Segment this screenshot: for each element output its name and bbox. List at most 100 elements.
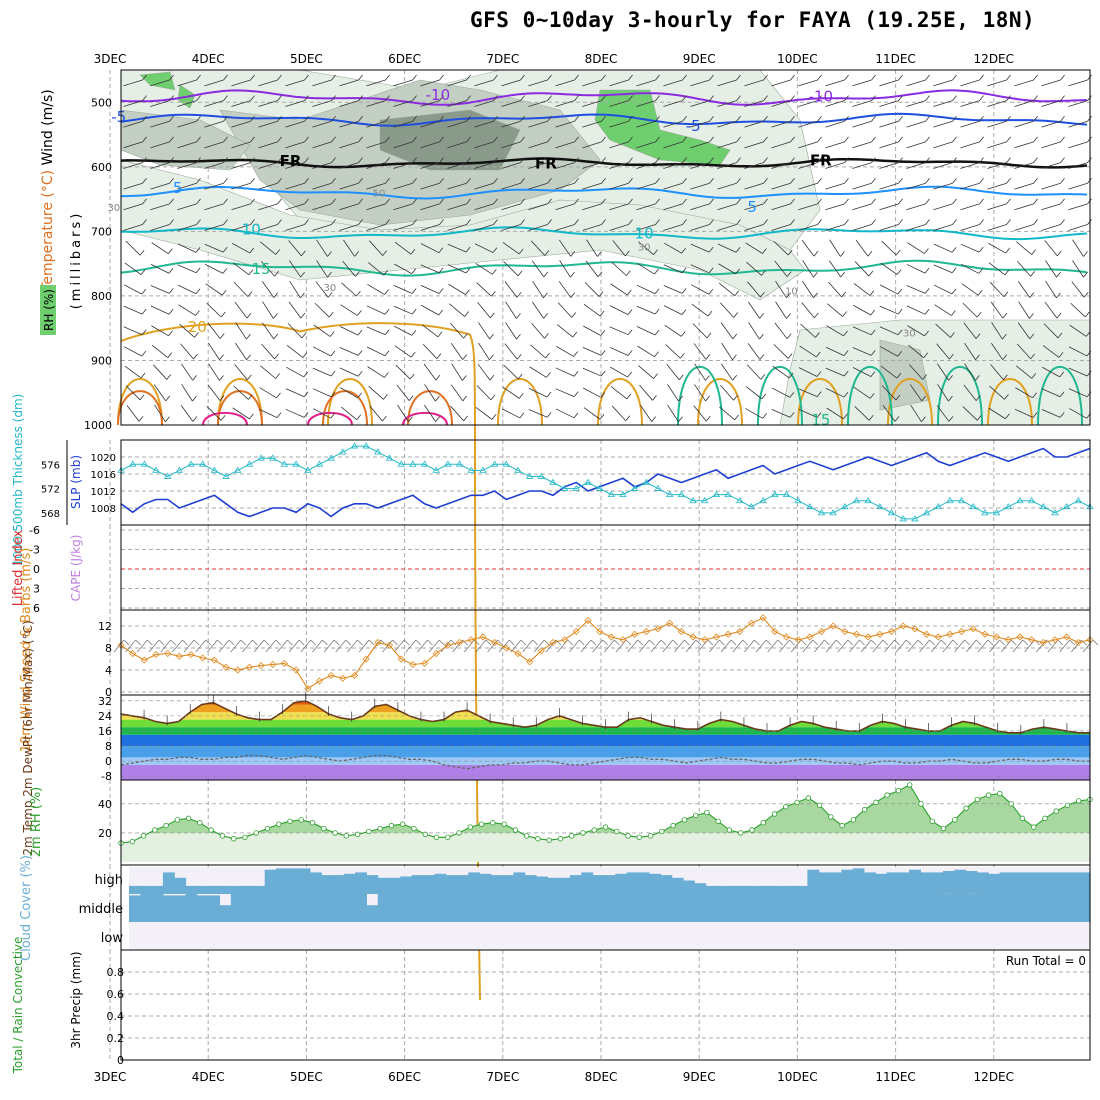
wind-barb	[505, 322, 517, 340]
wind-barb-flag	[813, 250, 819, 257]
wind-barb	[501, 224, 521, 231]
wind10m-barb-flag	[263, 639, 270, 646]
cloud-cell	[818, 872, 831, 894]
isotherm-20-loop	[797, 378, 843, 426]
wind-barb-flag	[709, 219, 714, 225]
wind-barb-flag	[435, 416, 440, 422]
cloud-cell	[909, 894, 921, 922]
wind-barb	[717, 243, 737, 253]
cloud-cell	[943, 894, 955, 922]
wind-barb-flag	[1060, 219, 1065, 225]
thickness-line-point	[269, 454, 277, 461]
wind-barb-flag	[382, 250, 387, 256]
wind10m-line-point	[677, 627, 685, 636]
wind10m-barb	[604, 639, 615, 653]
wind-barb-flag	[358, 95, 363, 101]
wind-barb	[771, 203, 791, 211]
wind-barb-flag	[168, 288, 174, 294]
wind-barb	[150, 141, 170, 149]
slp-tick-label: 1008	[91, 504, 116, 515]
wind-barb-flag	[925, 95, 930, 101]
li-tick-label: 6	[33, 602, 40, 615]
contour-label: -10	[809, 87, 834, 105]
wind-barb-flag	[141, 308, 147, 315]
thickness-line-point	[467, 466, 475, 473]
wind-barb	[852, 367, 872, 378]
wind10m-barb-flag	[217, 639, 223, 646]
wind-barb	[775, 280, 787, 299]
wind-barb-flag	[384, 309, 390, 315]
wind-barb-flag	[898, 219, 903, 225]
wind-barb-flag	[142, 136, 147, 143]
wind-barb-flag	[195, 247, 201, 253]
wind-barb-flag	[762, 248, 767, 254]
isotherm-5	[121, 185, 1088, 200]
wind10m-line-point	[456, 638, 464, 647]
wind10m-line-point	[432, 649, 440, 658]
wind10m-barb	[790, 639, 802, 653]
wind-barb-flag	[439, 95, 444, 101]
wind-barb	[1045, 260, 1057, 278]
wind-barb	[261, 281, 275, 298]
wind-barb	[474, 162, 494, 169]
wind10m-barb	[779, 639, 790, 653]
wind10m-line-point	[993, 633, 1001, 641]
rh2m-line-point	[1076, 798, 1082, 804]
thickness-line-point	[876, 503, 884, 510]
wind-barb	[532, 280, 544, 299]
wind-barb	[1041, 162, 1061, 169]
wind-barb-flag	[817, 136, 822, 143]
slp-tick-label: 1020	[91, 453, 116, 464]
wind-barb	[908, 344, 924, 359]
wind-barb	[285, 182, 305, 190]
wind-barb	[555, 408, 575, 419]
wind-barb	[663, 285, 683, 294]
wind-barb	[451, 363, 463, 381]
wind-barb	[343, 239, 355, 257]
wind-barb	[798, 224, 818, 231]
ylabel-temperature: Temperature (°C)	[40, 165, 56, 291]
wind-barb	[987, 79, 1007, 87]
wind-barb-flag	[898, 177, 903, 184]
wind-barb	[611, 405, 627, 421]
wind-barb	[204, 162, 224, 169]
wind-barb	[802, 260, 814, 278]
wind10m-barb-flag	[508, 639, 515, 646]
wind-barb	[150, 182, 170, 190]
wind-barb-flag	[169, 74, 174, 81]
temp2m-ylabel: 2m Temp 2m DewPt (6hr Min/Max) (°C)	[21, 620, 35, 855]
chart-title: GFS 0~10day 3-hourly for FAYA (19.25E, 1…	[470, 8, 1036, 32]
wind-barb-flag	[491, 414, 497, 420]
thickness-line-point	[782, 490, 791, 498]
wind-barb-flag	[871, 136, 876, 143]
cloud-cell	[965, 871, 978, 894]
wind10m-line-point	[514, 649, 522, 658]
wind-barb-flag	[952, 177, 957, 184]
wind-barb	[690, 224, 710, 231]
wind-barb-flag	[439, 219, 444, 225]
wind-barb-flag	[250, 95, 255, 101]
wind-barb-flag	[142, 95, 147, 101]
wind-barb	[366, 182, 386, 190]
cloud-cell	[524, 894, 537, 922]
wind10m-barb	[300, 639, 312, 653]
wind-barb-flag	[439, 136, 444, 143]
wind-barb	[664, 242, 682, 254]
wind-barb	[933, 182, 953, 190]
wind-barb-flag	[168, 267, 174, 274]
wind-barb-flag	[1029, 333, 1035, 340]
wind-barb-flag	[273, 333, 279, 340]
wind-barb-flag	[922, 374, 927, 380]
wind-barb	[826, 325, 844, 337]
wind-barb-flag	[139, 249, 145, 256]
wind10m-line-point	[140, 656, 148, 664]
wind-barb-flag	[787, 249, 793, 256]
wind10m-barb-flag	[917, 639, 924, 646]
wind-barb	[397, 404, 409, 422]
wind-barb	[531, 260, 545, 278]
wind-barb-flag	[979, 74, 984, 81]
wind-barb-flag	[330, 412, 336, 419]
thickness-line-point	[677, 490, 686, 498]
wind-barb-flag	[625, 415, 631, 421]
wind-barb-flag	[167, 352, 173, 358]
